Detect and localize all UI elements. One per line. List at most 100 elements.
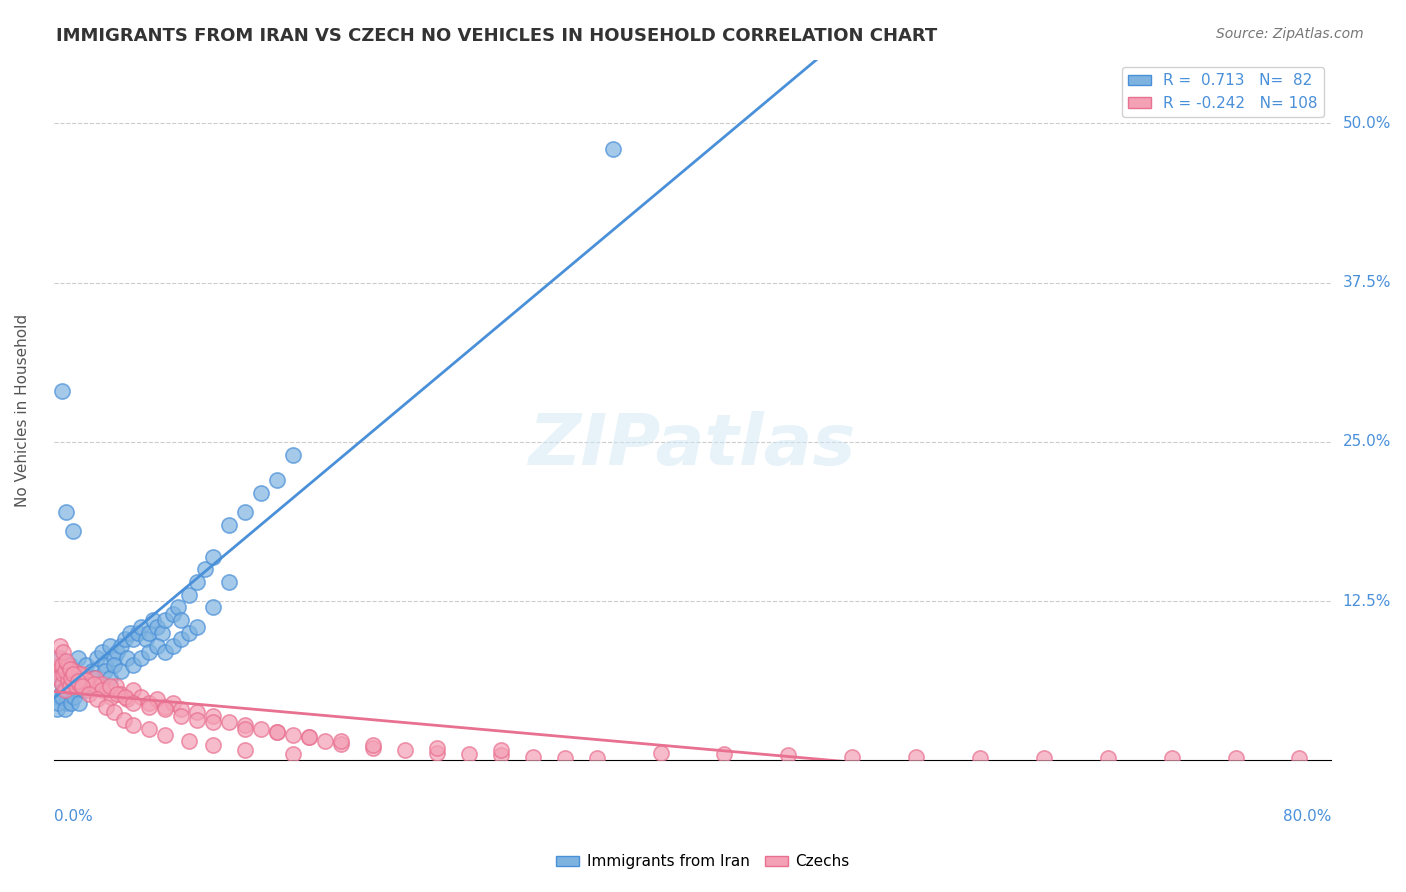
Point xyxy=(1225,751,1247,765)
Point xyxy=(170,632,193,647)
Point xyxy=(53,664,76,678)
Point xyxy=(155,645,177,659)
Point xyxy=(53,702,76,716)
Point xyxy=(602,142,624,156)
Point xyxy=(138,645,160,659)
Point xyxy=(330,737,353,751)
Point xyxy=(127,626,149,640)
Point xyxy=(122,696,145,710)
Point xyxy=(361,738,384,752)
Point xyxy=(51,677,73,691)
Point xyxy=(60,671,83,685)
Point xyxy=(63,664,86,678)
Point xyxy=(218,715,240,730)
Point xyxy=(75,673,97,687)
Point xyxy=(62,666,84,681)
Point xyxy=(138,722,160,736)
Point xyxy=(53,683,76,698)
Point xyxy=(67,677,90,691)
Point xyxy=(155,728,177,742)
Point xyxy=(394,743,416,757)
Point xyxy=(60,683,83,698)
Point xyxy=(186,713,208,727)
Point xyxy=(266,473,288,487)
Point xyxy=(110,639,132,653)
Point xyxy=(179,734,201,748)
Point xyxy=(56,677,79,691)
Point xyxy=(103,651,125,665)
Point xyxy=(98,639,121,653)
Point xyxy=(55,662,77,676)
Text: ZIPatlas: ZIPatlas xyxy=(529,410,856,480)
Point xyxy=(170,613,193,627)
Point xyxy=(233,717,256,731)
Point xyxy=(107,687,129,701)
Point xyxy=(48,651,70,665)
Text: 12.5%: 12.5% xyxy=(1343,594,1391,608)
Point xyxy=(218,574,240,589)
Point xyxy=(155,702,177,716)
Point xyxy=(90,677,112,691)
Text: Source: ZipAtlas.com: Source: ZipAtlas.com xyxy=(1216,27,1364,41)
Point xyxy=(112,713,135,727)
Point xyxy=(104,680,127,694)
Point xyxy=(202,549,225,564)
Point xyxy=(131,651,153,665)
Point xyxy=(66,651,89,665)
Legend: R =  0.713   N=  82, R = -0.242   N= 108: R = 0.713 N= 82, R = -0.242 N= 108 xyxy=(1122,67,1324,117)
Point xyxy=(75,657,97,672)
Point xyxy=(63,668,86,682)
Point xyxy=(138,699,160,714)
Point xyxy=(905,749,928,764)
Point xyxy=(218,517,240,532)
Point xyxy=(179,588,201,602)
Point xyxy=(49,651,72,665)
Point xyxy=(114,690,136,704)
Point xyxy=(150,626,173,640)
Point xyxy=(713,747,735,761)
Point xyxy=(96,699,118,714)
Point xyxy=(107,645,129,659)
Point xyxy=(250,485,273,500)
Point xyxy=(283,448,305,462)
Text: 25.0%: 25.0% xyxy=(1343,434,1391,450)
Point xyxy=(426,746,449,760)
Point xyxy=(131,690,153,704)
Point xyxy=(62,674,84,689)
Point xyxy=(83,677,105,691)
Point xyxy=(72,680,94,694)
Point xyxy=(103,657,125,672)
Point xyxy=(58,680,80,694)
Point xyxy=(120,626,142,640)
Point xyxy=(250,722,273,736)
Point xyxy=(49,657,72,672)
Point xyxy=(65,680,87,694)
Point xyxy=(138,626,160,640)
Point xyxy=(1288,751,1310,765)
Point xyxy=(52,683,75,698)
Point xyxy=(155,699,177,714)
Point xyxy=(48,671,70,685)
Point xyxy=(142,613,165,627)
Point xyxy=(1097,751,1119,765)
Point xyxy=(56,673,79,687)
Point xyxy=(98,671,121,685)
Point xyxy=(51,690,73,704)
Point xyxy=(83,671,105,685)
Point xyxy=(53,664,76,678)
Point xyxy=(489,748,512,763)
Point xyxy=(146,692,169,706)
Point xyxy=(103,705,125,719)
Point xyxy=(122,657,145,672)
Point xyxy=(93,664,115,678)
Point xyxy=(77,677,100,691)
Point xyxy=(75,673,97,687)
Point xyxy=(98,680,121,694)
Point xyxy=(131,619,153,633)
Point xyxy=(55,505,77,519)
Point xyxy=(67,696,90,710)
Legend: Immigrants from Iran, Czechs: Immigrants from Iran, Czechs xyxy=(550,848,856,875)
Point xyxy=(202,738,225,752)
Point xyxy=(56,657,79,672)
Point xyxy=(62,524,84,538)
